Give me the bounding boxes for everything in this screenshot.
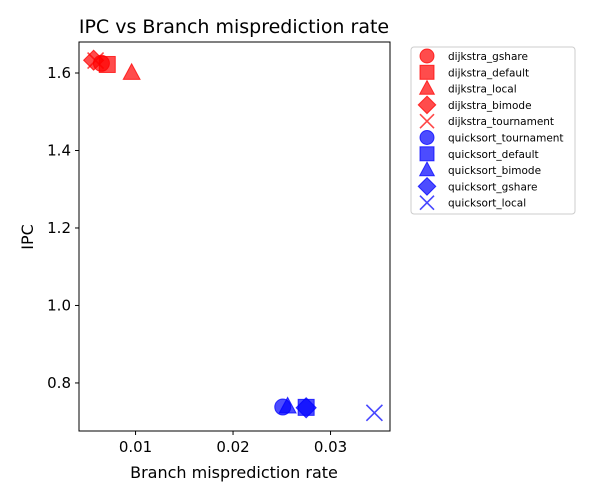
y-axis-label: IPC [18,224,37,250]
legend-label-quicksort-bimode: quicksort_bimode [448,165,541,177]
y-axis: 0.8 1.0 1.2 1.4 1.6 [47,64,79,392]
legend-label-dijkstra-local: dijkstra_local [448,84,517,96]
legend-marker-dijkstra-bimode [417,95,437,115]
legend-marker-dijkstra-default [419,64,435,80]
y-tick-label: 1.0 [47,296,71,314]
legend: dijkstra_gshare dijkstra_default dijkstra_… [410,46,576,215]
x-axis-label: Branch misprediction rate [130,463,338,482]
y-tick-label: 0.8 [47,374,71,392]
legend-label-dijkstra-tournament: dijkstra_tournament [448,116,554,128]
legend-marker-quicksort-tournament [419,130,435,145]
legend-frame [410,46,576,215]
data-point-quicksort-local [365,404,383,422]
legend-marker-quicksort-bimode [418,160,436,177]
x-tick-label: 0.03 [314,438,347,456]
legend-label-quicksort-gshare: quicksort_gshare [448,181,537,193]
legend-marker-dijkstra-tournament [419,113,435,129]
x-tick-label: 0.01 [119,438,152,456]
legend-marker-quicksort-default [419,146,435,162]
y-tick-label: 1.6 [47,64,71,82]
plot-area [82,49,383,422]
data-point-quicksort-bimode [278,396,297,414]
legend-label-quicksort-default: quicksort_default [448,149,539,161]
data-point-dijkstra-tournament [87,52,105,70]
legend-label-dijkstra-bimode: dijkstra_bimode [448,100,532,112]
chart-title: IPC vs Branch misprediction rate [79,16,389,38]
data-point-dijkstra-local [122,62,141,80]
legend-marker-dijkstra-local [418,79,436,95]
legend-label-dijkstra-default: dijkstra_default [448,67,529,79]
data-point-quicksort-gshare [295,397,317,419]
y-tick-label: 1.4 [47,141,71,159]
legend-label-quicksort-tournament: quicksort_tournament [448,133,564,145]
plot-frame [78,41,391,432]
legend-label-dijkstra-gshare: dijkstra_gshare [448,51,528,63]
legend-label-quicksort-local: quicksort_local [448,198,526,210]
legend-marker-quicksort-local [419,195,435,211]
legend-marker-dijkstra-gshare [419,48,435,64]
y-tick-label: 1.2 [47,219,71,237]
x-axis: 0.01 0.02 0.03 [119,431,347,456]
x-tick-label: 0.02 [216,438,249,456]
legend-marker-quicksort-gshare [417,176,437,196]
